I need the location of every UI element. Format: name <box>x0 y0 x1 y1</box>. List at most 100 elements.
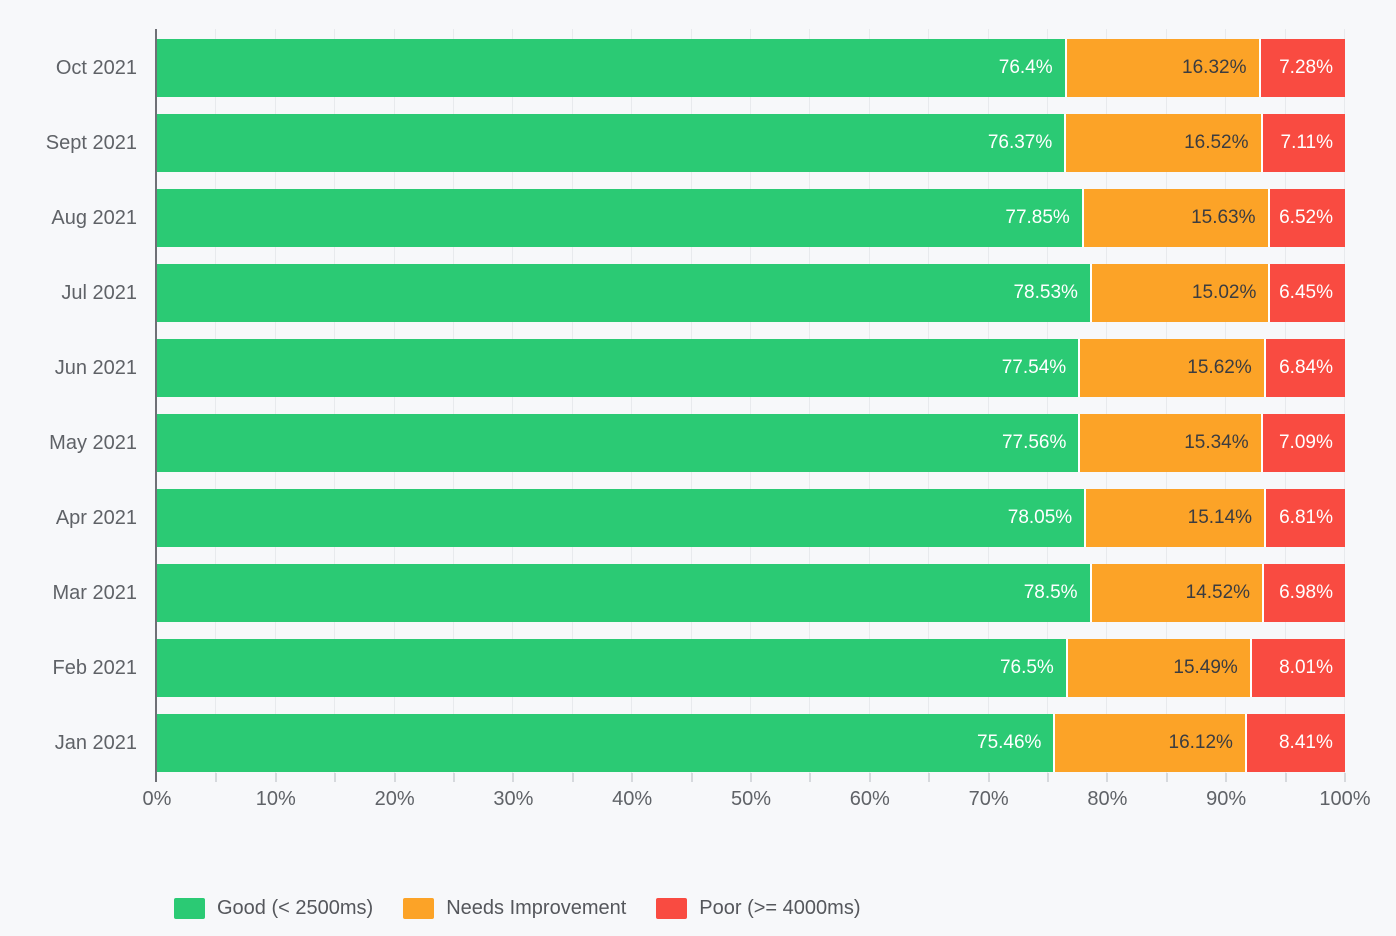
bar-value-label: 15.49% <box>1173 657 1238 678</box>
bar-value-label: 16.32% <box>1182 57 1247 78</box>
bar-row: 77.85% 15.63% 6.52% <box>157 189 1345 247</box>
x-axis-tick-mark <box>453 773 455 782</box>
bar-row: 78.53% 15.02% 6.45% <box>157 264 1345 322</box>
bar-value-label: 77.85% <box>1005 207 1070 228</box>
x-axis-tick-mark <box>393 773 396 782</box>
x-axis-tick-mark <box>1225 773 1228 782</box>
y-axis-category-label: Oct 2021 <box>55 57 137 79</box>
x-axis-tick-mark <box>987 773 990 782</box>
x-axis-tick-mark <box>274 773 277 782</box>
bar-value-label: 6.52% <box>1279 207 1333 228</box>
bar-segment-poor[interactable]: 7.11% <box>1260 114 1345 172</box>
bar-segment-poor[interactable]: 8.41% <box>1244 714 1345 772</box>
bar-segment-needs-improvement[interactable]: 14.52% <box>1089 564 1263 622</box>
x-axis-tick-mark <box>631 773 634 782</box>
bar-segment-poor[interactable]: 6.81% <box>1264 489 1345 547</box>
bar-segment-poor[interactable]: 6.98% <box>1262 564 1345 622</box>
bar-value-label: 6.45% <box>1279 282 1333 303</box>
bar-value-label: 78.53% <box>1013 282 1078 303</box>
gridline <box>1047 29 1048 773</box>
bar-value-label: 8.01% <box>1279 657 1333 678</box>
legend-item-poor[interactable]: Poor (>= 4000ms) <box>656 897 860 920</box>
y-axis-category-label: Mar 2021 <box>52 582 138 604</box>
bar-segment-needs-improvement[interactable]: 16.32% <box>1064 39 1259 97</box>
bar-segment-needs-improvement[interactable]: 15.34% <box>1078 414 1261 472</box>
x-axis-tick-mark <box>809 773 812 782</box>
bar-segment-needs-improvement[interactable]: 15.63% <box>1081 189 1268 247</box>
bar-segment-poor[interactable]: 6.52% <box>1267 189 1345 247</box>
bar-row: 76.4% 16.32% 7.28% <box>157 39 1345 97</box>
bar-value-label: 76.4% <box>998 57 1053 78</box>
gridline <box>928 29 930 773</box>
bar-value-label: 6.98% <box>1279 582 1333 603</box>
bar-value-label: 14.52% <box>1185 582 1251 603</box>
bar-segment-good[interactable]: 78.5% <box>157 564 1090 622</box>
y-axis-line <box>155 29 157 782</box>
bar-value-label: 16.12% <box>1168 732 1233 753</box>
bar-segment-needs-improvement[interactable]: 15.62% <box>1078 339 1264 397</box>
bar-segment-good[interactable]: 77.85% <box>157 189 1082 247</box>
bar-segment-good[interactable]: 77.56% <box>157 414 1079 472</box>
x-axis-tick-label: 30% <box>493 788 534 810</box>
gridline <box>274 29 276 773</box>
x-axis-tick-label: 90% <box>1206 788 1247 810</box>
bar-segment-good[interactable]: 78.53% <box>157 264 1090 322</box>
gridline <box>868 29 870 773</box>
bar-value-label: 15.14% <box>1187 507 1253 528</box>
bar-segment-needs-improvement[interactable]: 15.49% <box>1065 639 1250 697</box>
gridline <box>809 29 811 773</box>
bar-segment-needs-improvement[interactable]: 16.52% <box>1064 114 1261 172</box>
x-axis-tick-mark <box>1047 773 1049 782</box>
x-axis-tick-label: 80% <box>1087 788 1128 810</box>
bar-value-label: 76.37% <box>987 132 1053 153</box>
legend-item-good[interactable]: Good (< 2500ms) <box>174 897 373 920</box>
bar-segment-poor[interactable]: 7.28% <box>1258 39 1345 97</box>
bar-row: 78.5% 14.52% 6.98% <box>157 564 1345 622</box>
legend-color-swatch <box>174 898 205 919</box>
bar-segment-needs-improvement[interactable]: 15.02% <box>1089 264 1269 322</box>
gridline <box>1284 29 1286 773</box>
bar-value-label: 77.54% <box>1001 357 1067 378</box>
x-axis-tick-mark <box>928 773 931 782</box>
bar-segment-poor[interactable]: 7.09% <box>1260 414 1345 472</box>
bar-segment-needs-improvement[interactable]: 16.12% <box>1053 714 1245 772</box>
bar-value-label: 76.5% <box>999 657 1054 678</box>
gridline <box>512 29 514 773</box>
gridline <box>690 29 692 773</box>
y-axis-category-label: May 2021 <box>49 432 137 454</box>
legend-label: Good (< 2500ms) <box>217 897 374 919</box>
bar-value-label: 6.84% <box>1279 357 1333 378</box>
bar-value-label: 15.02% <box>1191 282 1257 303</box>
gridline <box>1344 29 1345 773</box>
bar-segment-good[interactable]: 77.54% <box>157 339 1079 397</box>
x-axis-tick-mark <box>690 773 693 782</box>
bar-segment-good[interactable]: 76.5% <box>157 639 1066 697</box>
bar-segment-good[interactable]: 76.4% <box>157 39 1065 97</box>
x-axis-tick-mark <box>1106 773 1109 782</box>
gridline <box>987 29 989 773</box>
x-axis-tick-label: 40% <box>612 788 653 810</box>
gridline <box>1225 29 1227 773</box>
bar-value-label: 15.34% <box>1184 432 1249 453</box>
y-axis-category-label: Jul 2021 <box>61 282 137 304</box>
gridline <box>1106 29 1108 773</box>
x-axis-tick-label: 100% <box>1319 788 1371 810</box>
bar-segment-poor[interactable]: 6.45% <box>1268 264 1345 322</box>
legend-item-needs-improvement[interactable]: Needs Improvement <box>403 897 626 920</box>
bar-value-label: 77.56% <box>1001 432 1067 453</box>
bar-value-label: 7.11% <box>1280 132 1333 153</box>
bar-value-label: 78.05% <box>1007 507 1073 528</box>
bar-segment-good[interactable]: 78.05% <box>157 489 1085 547</box>
bar-segment-good[interactable]: 76.37% <box>157 114 1065 172</box>
bar-segment-poor[interactable]: 6.84% <box>1263 339 1345 397</box>
bar-segment-needs-improvement[interactable]: 15.14% <box>1084 489 1265 547</box>
bar-segment-good[interactable]: 75.46% <box>157 714 1054 772</box>
bar-segment-poor[interactable]: 8.01% <box>1249 639 1345 697</box>
gridline <box>334 29 336 773</box>
x-axis-tick-label: 60% <box>849 788 890 810</box>
bar-row: 78.05% 15.14% 6.81% <box>157 489 1345 547</box>
bar-row: 76.37% 16.52% 7.11% <box>157 114 1345 172</box>
bar-row: 77.56% 15.34% 7.09% <box>157 414 1345 472</box>
gridline <box>393 29 395 773</box>
